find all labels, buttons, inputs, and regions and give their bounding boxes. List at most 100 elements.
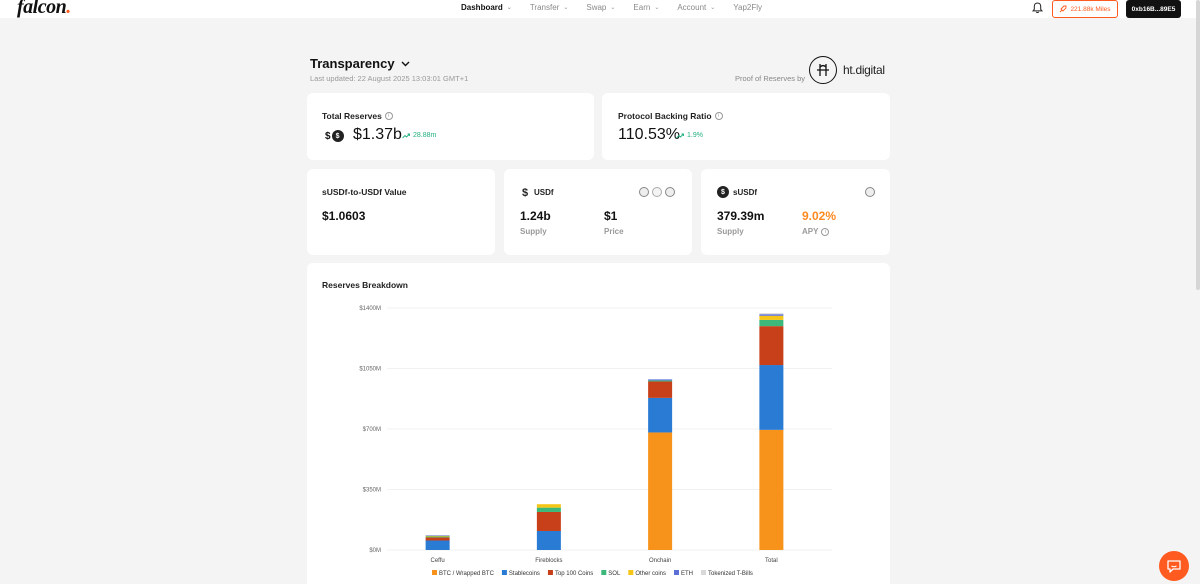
last-updated: Last updated: 22 August 2025 13:03:01 GM…: [310, 74, 469, 83]
susdf-usdf-value-card: sUSDf-to-USDf Value $1.0603: [307, 169, 495, 255]
chevron-down-icon: ⌄: [654, 5, 660, 11]
bar-segment: [425, 535, 450, 536]
bar-segment: [536, 507, 561, 512]
bar-segment: [759, 326, 784, 366]
legend-label: Other coins: [635, 571, 666, 577]
bar-segment: [759, 315, 784, 320]
ht-digital-logo-icon[interactable]: [809, 56, 837, 84]
susdf-token-icon: $: [717, 186, 729, 198]
bar-segment: [536, 530, 561, 550]
info-icon[interactable]: i: [714, 112, 723, 120]
legend-swatch: [547, 570, 553, 575]
nav-item-dashboard[interactable]: Dashboard ⌄: [461, 3, 512, 12]
ethereum-chain-icon[interactable]: [639, 187, 649, 197]
x-tick-label: Onchain: [649, 558, 671, 564]
bar-segment: [536, 504, 561, 508]
usdf-card: $ USDf 1.24b Supply $1 Price: [504, 169, 692, 255]
nav-item-transfer[interactable]: Transfer ⌄: [530, 3, 569, 12]
bar-segment: [759, 314, 784, 316]
susdf-apy-value: 9.02%: [802, 209, 837, 223]
backing-ratio-value: 110.53%: [618, 126, 680, 143]
susdf-apy-label: APY i: [802, 227, 830, 236]
page-title-dropdown[interactable]: Transparency: [310, 56, 410, 71]
backing-ratio-card: Protocol Backing Ratio i 110.53% 1.9%: [602, 93, 890, 160]
chevron-down-icon: ⌄: [610, 5, 616, 11]
backing-ratio-label: Protocol Backing Ratio i: [618, 111, 723, 121]
info-icon[interactable]: i: [384, 112, 393, 120]
chat-icon: [1167, 560, 1181, 573]
legend-swatch: [432, 570, 437, 575]
bar-segment: [536, 511, 561, 531]
bar-segment: [759, 365, 784, 430]
backing-delta: 1.9%: [676, 132, 703, 139]
bar-segment: [425, 540, 450, 550]
logo-dot: .: [66, 0, 71, 18]
nav-label: Dashboard: [461, 3, 503, 12]
page-title: Transparency: [310, 56, 395, 71]
bar-segment: [648, 379, 673, 381]
legend-label: Tokenized T-Bills: [708, 571, 753, 577]
info-icon[interactable]: i: [821, 227, 830, 236]
proof-of-reserves-label: Proof of Reserves by: [735, 74, 806, 83]
dollar-icon: $: [325, 130, 331, 142]
usdf-supply-label: Supply: [520, 227, 547, 236]
legend-label: ETH: [681, 571, 693, 577]
trend-up-icon: [676, 133, 684, 138]
reserves-currency-icons: $ $: [325, 130, 344, 142]
susdf-supply-label: Supply: [717, 227, 744, 236]
x-tick-label: Total: [765, 558, 778, 564]
falcon-logo[interactable]: falcon.: [17, 0, 71, 19]
reserves-breakdown-chart: $0M $350M $700M $1050M $1400M Ceffu Fireblocks…: [359, 306, 832, 577]
arbitrum-chain-icon[interactable]: [665, 187, 675, 197]
bar-segment: [759, 313, 784, 315]
bar-segment: [648, 380, 673, 382]
nav-item-yap2fly[interactable]: Yap2Fly: [733, 3, 762, 12]
legend-swatch: [674, 570, 679, 575]
nav-item-account[interactable]: Account ⌄: [677, 3, 715, 12]
legend-swatch: [501, 570, 507, 575]
nav-label: Transfer: [529, 3, 560, 12]
susdf-usdf-value: $1.0603: [322, 209, 366, 223]
bell-icon[interactable]: [1032, 2, 1043, 14]
page-scrollbar[interactable]: [1196, 0, 1200, 290]
usdf-supply-value: 1.24b: [520, 209, 551, 223]
bar-segment: [759, 319, 784, 327]
nav-item-earn[interactable]: Earn ⌄: [633, 3, 659, 12]
reserves-delta: 28.88m: [402, 132, 436, 139]
chevron-down-icon: [401, 61, 410, 66]
susdf-usdf-label: sUSDf-to-USDf Value: [322, 187, 407, 197]
ethereum-chain-icon[interactable]: [865, 187, 875, 197]
y-tick-label: $700M: [363, 427, 381, 433]
chevron-down-icon: ⌄: [506, 5, 512, 11]
nav-item-swap[interactable]: Swap ⌄: [586, 3, 615, 12]
chat-support-button[interactable]: [1159, 551, 1189, 581]
rocket-icon: [1060, 5, 1067, 13]
y-tick-label: $350M: [363, 488, 381, 494]
total-reserves-card: Total Reserves i $ $ $1.37b 28.88m: [307, 93, 594, 160]
wallet-button[interactable]: 0xb16B...89E5: [1126, 0, 1181, 18]
svg-text:$: $: [522, 187, 528, 198]
x-tick-label: Fireblocks: [535, 558, 562, 564]
x-tick-label: Ceffu: [431, 558, 445, 564]
miles-button[interactable]: 221.88k Miles: [1052, 0, 1118, 18]
usdf-price-label: Price: [604, 227, 624, 236]
legend-label: Top 100 Coins: [555, 571, 593, 577]
ht-digital-name[interactable]: ht.digital: [843, 63, 885, 77]
nav-label: Account: [677, 3, 707, 12]
legend-label: SOL: [608, 571, 621, 577]
total-reserves-value: $1.37b: [353, 126, 402, 143]
legend-label: Stablecoins: [509, 571, 540, 577]
susdf-card: $ sUSDf 379.39m Supply 9.02% APY i: [701, 169, 890, 255]
top-nav: falcon. Dashboard ⌄ Transfer ⌄ Swap ⌄ Earn ⌄ Acc…: [0, 0, 1200, 18]
susdf-header: $ sUSDf: [717, 186, 757, 198]
legend-swatch: [628, 570, 634, 575]
bnb-chain-icon[interactable]: [652, 187, 662, 197]
chevron-down-icon: ⌄: [563, 5, 569, 11]
usdf-price-value: $1: [604, 209, 618, 223]
y-tick-label: $1050M: [359, 367, 381, 373]
total-reserves-label: Total Reserves i: [322, 111, 393, 121]
bar-segment: [425, 537, 450, 541]
susdf-chain-icons: [865, 187, 875, 197]
bar-segment: [425, 536, 450, 538]
bar-segment: [759, 429, 784, 550]
